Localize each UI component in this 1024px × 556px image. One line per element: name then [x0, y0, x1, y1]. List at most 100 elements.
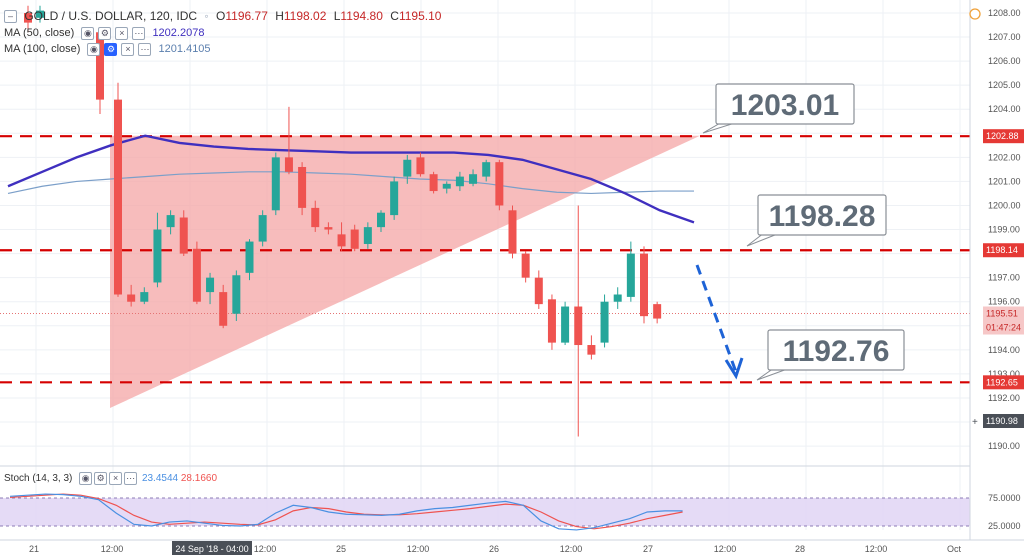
candle-body	[587, 345, 596, 355]
candle-body	[140, 292, 149, 302]
candle-body	[311, 207, 320, 228]
price-axis: 1208.001207.001206.001205.001204.001203.…	[969, 0, 1024, 540]
candle-body	[561, 306, 570, 343]
candle-body	[574, 306, 583, 346]
badge-countdown-bg	[983, 320, 1024, 335]
more-icon[interactable]: ⋯	[124, 472, 138, 485]
annotation-bottom-box	[767, 329, 905, 371]
candle-body	[495, 162, 504, 206]
ma100-value: 1201.4105	[158, 43, 211, 56]
candle-body	[206, 277, 215, 293]
candle-body	[521, 253, 530, 278]
candle-body	[534, 277, 543, 305]
time-tick-label: 27	[643, 544, 653, 554]
stoch-label: Stoch (14, 3, 3)	[4, 473, 73, 485]
candle-body	[600, 301, 609, 343]
price-tick-label: 1204.00	[988, 104, 1021, 114]
eye-icon[interactable]: ◉	[79, 472, 93, 485]
candle-body	[271, 157, 280, 211]
gear-icon[interactable]: ◦	[204, 9, 209, 23]
annotation-top-text: 1203.01	[731, 89, 839, 122]
ma50-line	[7, 134, 695, 224]
stoch-d-line	[9, 493, 683, 530]
price-tick-label: 1201.00	[988, 176, 1021, 186]
close-icon[interactable]: ×	[121, 43, 135, 56]
badge-support-low-bg	[983, 375, 1024, 390]
time-tick-label: 12:00	[714, 544, 737, 554]
settings-icon[interactable]: ⚙	[98, 27, 112, 40]
badge-crosshair: 1190.98	[986, 416, 1018, 426]
candle-body	[153, 229, 162, 283]
more-icon[interactable]: ⋯	[138, 43, 152, 56]
triangle-pattern	[110, 135, 700, 408]
candle-body	[403, 159, 412, 177]
time-tick-label: 28	[795, 544, 805, 554]
candle-body	[166, 215, 175, 228]
time-crosshair-bg	[172, 541, 252, 555]
candle-body	[96, 32, 104, 100]
alert-icon	[969, 8, 981, 20]
time-tick-label: 12:00	[101, 544, 124, 554]
price-tick-label: 1194.00	[988, 345, 1020, 355]
close-icon[interactable]: ×	[115, 27, 129, 40]
collapse-icon[interactable]: –	[4, 10, 17, 24]
more-icon[interactable]: ⋯	[132, 27, 146, 40]
candle-body	[24, 13, 32, 23]
badge-resistance-bg	[983, 129, 1024, 144]
stoch-d-value: 28.1660	[180, 473, 218, 485]
crosshair-icon: +	[972, 417, 978, 428]
symbol-row: – GOLD / U.S. DOLLAR, 120, IDC ◦ O1196.7…	[4, 9, 445, 24]
stoch-tick-label: 75.0000	[988, 493, 1021, 503]
chart-header: – GOLD / U.S. DOLLAR, 120, IDC ◦ O1196.7…	[0, 0, 560, 56]
time-tick-label: 12:00	[560, 544, 583, 554]
candle-body	[363, 227, 372, 244]
candle-body	[232, 275, 241, 314]
eye-icon[interactable]: ◉	[87, 43, 101, 56]
badge-resistance: 1202.88	[986, 131, 1019, 141]
badge-support-low: 1192.65	[986, 377, 1018, 387]
annotation-top: 1203.01	[702, 83, 855, 134]
price-tick-label: 1190.00	[988, 441, 1020, 451]
annotation-bottom: 1192.76	[756, 329, 905, 381]
badge-support-mid-bg	[983, 243, 1024, 258]
badge-current: 1195.51	[986, 309, 1018, 319]
candle-body	[219, 292, 228, 326]
ma100-label: MA (100, close)	[4, 43, 81, 56]
price-tick-label: 1208.00	[988, 8, 1021, 18]
settings-icon[interactable]: ⚙	[94, 472, 108, 485]
candle-body	[36, 10, 44, 18]
candle-body	[337, 234, 346, 247]
candle-body	[469, 174, 478, 184]
candle-body	[416, 157, 425, 175]
annotation-mid: 1198.28	[746, 194, 887, 247]
close-value: 1195.10	[398, 9, 442, 23]
projection-arrow	[695, 264, 738, 373]
low-value: 1194.80	[340, 9, 383, 23]
time-tick-label: 12:00	[407, 544, 430, 554]
low-label: L	[333, 9, 341, 23]
price-tick-label: 1206.00	[988, 56, 1021, 66]
settings-icon[interactable]: ⚙	[104, 43, 118, 56]
symbol-title: GOLD / U.S. DOLLAR, 120, IDC	[24, 9, 198, 23]
close-icon[interactable]: ×	[109, 472, 123, 485]
candle-body	[429, 174, 438, 192]
badge-crosshair-bg	[983, 414, 1024, 428]
high-label: H	[275, 9, 284, 23]
candle-body	[298, 166, 307, 208]
eye-icon[interactable]: ◉	[81, 27, 95, 40]
candle-body	[547, 299, 556, 343]
candle-body	[613, 294, 622, 302]
time-crosshair-label: 24 Sep '18 - 04:00	[175, 544, 248, 554]
price-tick-label: 1202.00	[988, 152, 1021, 162]
time-tick-label: 21	[29, 544, 39, 554]
badge-support-mid: 1198.14	[986, 245, 1018, 255]
time-tick-label: Oct	[947, 544, 962, 554]
candle-body	[508, 210, 517, 254]
price-tick-label: 1192.00	[988, 393, 1020, 403]
ma100-row: MA (100, close) ◉ ⚙ × ⋯ 1201.4105	[4, 43, 215, 56]
candle-body	[324, 227, 333, 230]
candle-body	[653, 304, 662, 319]
candles	[24, 5, 662, 437]
